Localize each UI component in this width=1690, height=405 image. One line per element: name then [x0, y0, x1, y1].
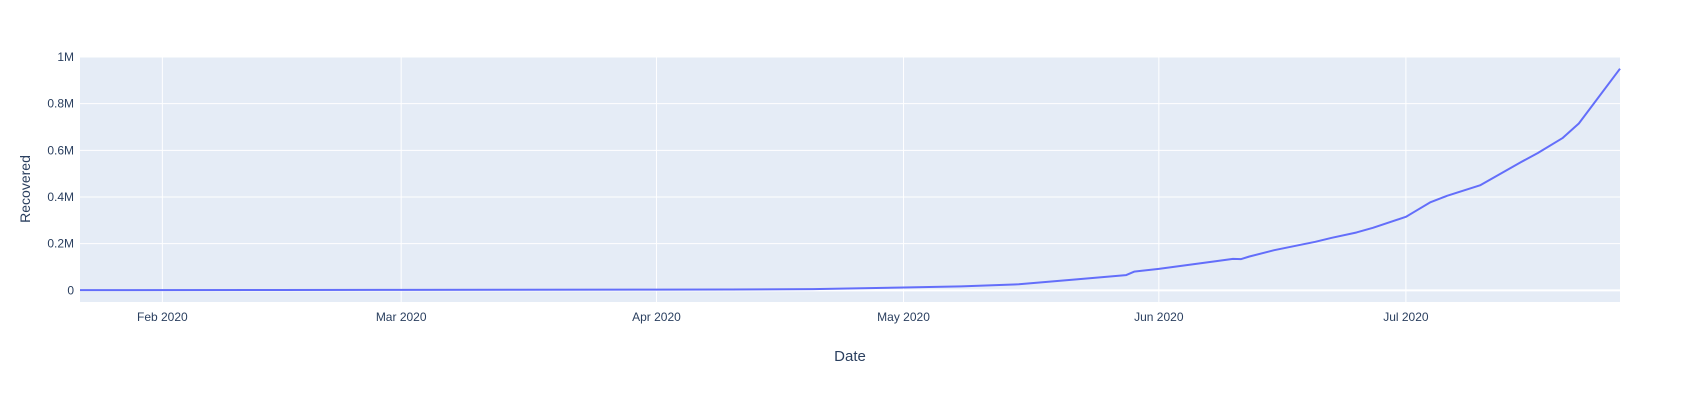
y-tick-labels: 0 0.2M 0.4M 0.6M 0.8M 1M — [47, 50, 74, 297]
plot-background — [80, 57, 1620, 302]
y-tick-label: 0 — [67, 283, 74, 297]
x-tick-labels: Feb 2020 Mar 2020 Apr 2020 May 2020 Jun 2020… — [137, 310, 1429, 324]
x-tick-label: Apr 2020 — [632, 310, 681, 324]
y-axis-label: Recovered — [17, 155, 33, 223]
recovered-series-line — [79, 68, 1621, 292]
x-axis-label: Date — [834, 348, 866, 365]
y-tick-label: 1M — [57, 50, 74, 64]
x-tick-label: Mar 2020 — [376, 310, 427, 324]
y-tick-label: 0.8M — [47, 97, 74, 111]
x-tick-label: Jul 2020 — [1383, 310, 1429, 324]
x-tick-label: Feb 2020 — [137, 310, 188, 324]
x-tick-label: Jun 2020 — [1134, 310, 1184, 324]
y-tick-label: 0.2M — [47, 237, 74, 251]
y-tick-label: 0.6M — [47, 143, 74, 157]
y-tick-label: 0.4M — [47, 190, 74, 204]
series-layer — [79, 68, 1621, 292]
x-tick-label: May 2020 — [877, 310, 930, 324]
x-grid — [161, 57, 1407, 302]
